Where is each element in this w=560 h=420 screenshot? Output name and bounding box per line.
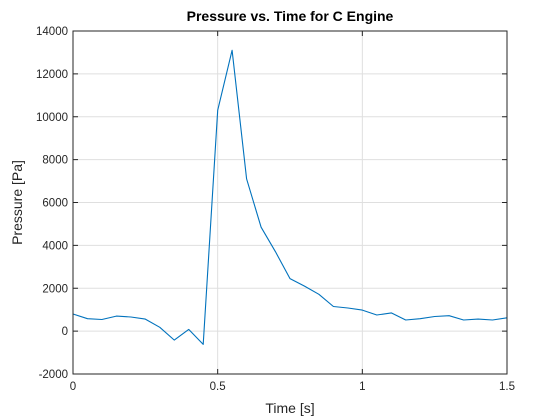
y-tick-label: 8000: [42, 155, 68, 167]
x-tick-label: 0: [70, 381, 76, 393]
chart-title: Pressure vs. Time for C Engine: [187, 8, 394, 24]
y-tick-label: 4000: [42, 240, 68, 252]
x-tick-label: 0.5: [210, 381, 226, 393]
y-tick-label: 14000: [36, 26, 68, 38]
y-axis-label: Pressure [Pa]: [9, 160, 25, 245]
y-tick-label: -2000: [39, 369, 68, 381]
y-tick-label: 12000: [36, 69, 68, 81]
x-tick-label: 1: [359, 381, 365, 393]
y-tick-label: 10000: [36, 112, 68, 124]
y-tick-label: 2000: [42, 283, 68, 295]
x-tick-label: 1.5: [499, 381, 515, 393]
x-axis-label: Time [s]: [265, 400, 314, 416]
y-tick-label: 0: [62, 326, 68, 338]
y-tick-label: 6000: [42, 198, 68, 210]
